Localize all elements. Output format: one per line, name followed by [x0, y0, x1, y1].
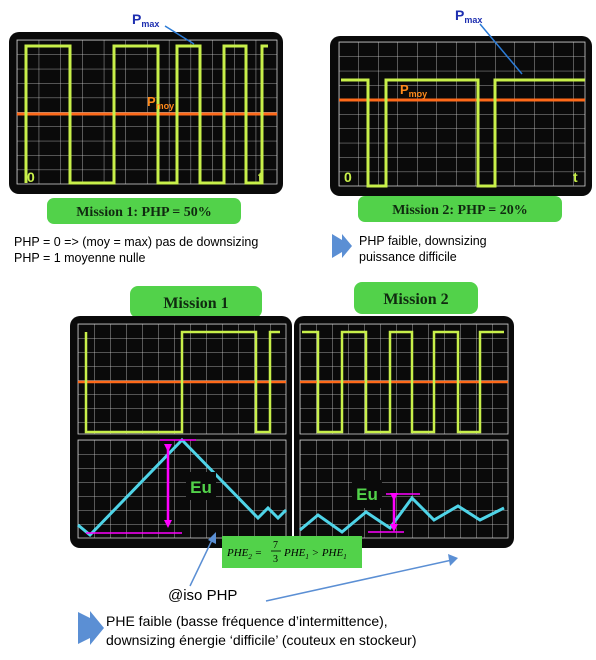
signal-mission2: [341, 78, 585, 188]
svg-text:PHE1 > PHE1: PHE1 > PHE1: [283, 547, 347, 561]
iso-php-label: @iso PHP: [168, 587, 237, 604]
note-left-line2: PHP = 1 moyenne nulle: [14, 251, 145, 265]
mission2-badge: Mission 2: PHP = 20%: [358, 196, 562, 222]
axis-origin-left: 0: [27, 169, 35, 185]
eu-label-left: Eu: [186, 472, 216, 500]
energy-bottom1: [77, 437, 288, 538]
blue-arrow-right-bottom: [78, 611, 104, 645]
svg-text:Pmax: Pmax: [455, 7, 482, 25]
scope-mission2-top: [330, 36, 592, 196]
blue-arrow-right-top: [332, 234, 352, 258]
pmax-label-left: Pmax: [132, 11, 195, 45]
axis-origin-right: 0: [344, 169, 352, 185]
note-left-line1: PHP = 0 => (moy = max) pas de downsizing: [14, 235, 258, 249]
svg-text:7: 7: [273, 540, 278, 551]
scope-mission1-bottom: [70, 316, 292, 548]
svg-text:Pmax: Pmax: [132, 11, 159, 29]
svg-text:3: 3: [273, 554, 278, 565]
axis-time-left: t: [258, 169, 263, 185]
signal-bottom1: [84, 330, 280, 434]
pmax-label-right: Pmax: [455, 7, 523, 75]
note-right-line2: puissance difficile: [359, 250, 457, 264]
conclusion-line1: PHE faible (basse fréquence d’intermitte…: [106, 613, 388, 629]
scope-mission1-top: [9, 32, 283, 194]
svg-text:Eu: Eu: [356, 485, 378, 504]
pointer-line-right: [265, 559, 453, 602]
formula-box: PHE2 = 7 3 PHE1 > PHE1: [222, 536, 362, 568]
conclusion-line2: downsizing énergie ‘difficile’ (couteux …: [106, 632, 417, 648]
scope-mission2-bottom: [294, 316, 514, 548]
svg-text:Mission 2: Mission 2: [383, 291, 448, 308]
svg-text:Mission 2: PHP = 20%: Mission 2: PHP = 20%: [392, 203, 528, 218]
mission1-title-badge: Mission 1: [130, 286, 262, 318]
pmoy-label-left: Pmoy: [147, 94, 174, 111]
eu-label-right: Eu: [352, 480, 382, 508]
svg-text:PHE2 =: PHE2 =: [226, 547, 262, 561]
axis-time-right: t: [573, 169, 578, 185]
signal-mission1: [24, 44, 268, 185]
pointer-line-left: [189, 537, 214, 587]
pmoy-label-right: Pmoy: [400, 82, 427, 99]
energy-bottom2: [299, 495, 505, 534]
svg-text:Mission 1: Mission 1: [163, 295, 228, 312]
mission2-title-badge: Mission 2: [354, 282, 478, 314]
svg-text:Mission 1: PHP = 50%: Mission 1: PHP = 50%: [76, 205, 212, 220]
mission1-badge: Mission 1: PHP = 50%: [47, 198, 241, 224]
svg-text:Eu: Eu: [190, 478, 212, 497]
signal-bottom2: [302, 330, 504, 434]
note-right-line1: PHP faible, downsizing: [359, 234, 487, 248]
